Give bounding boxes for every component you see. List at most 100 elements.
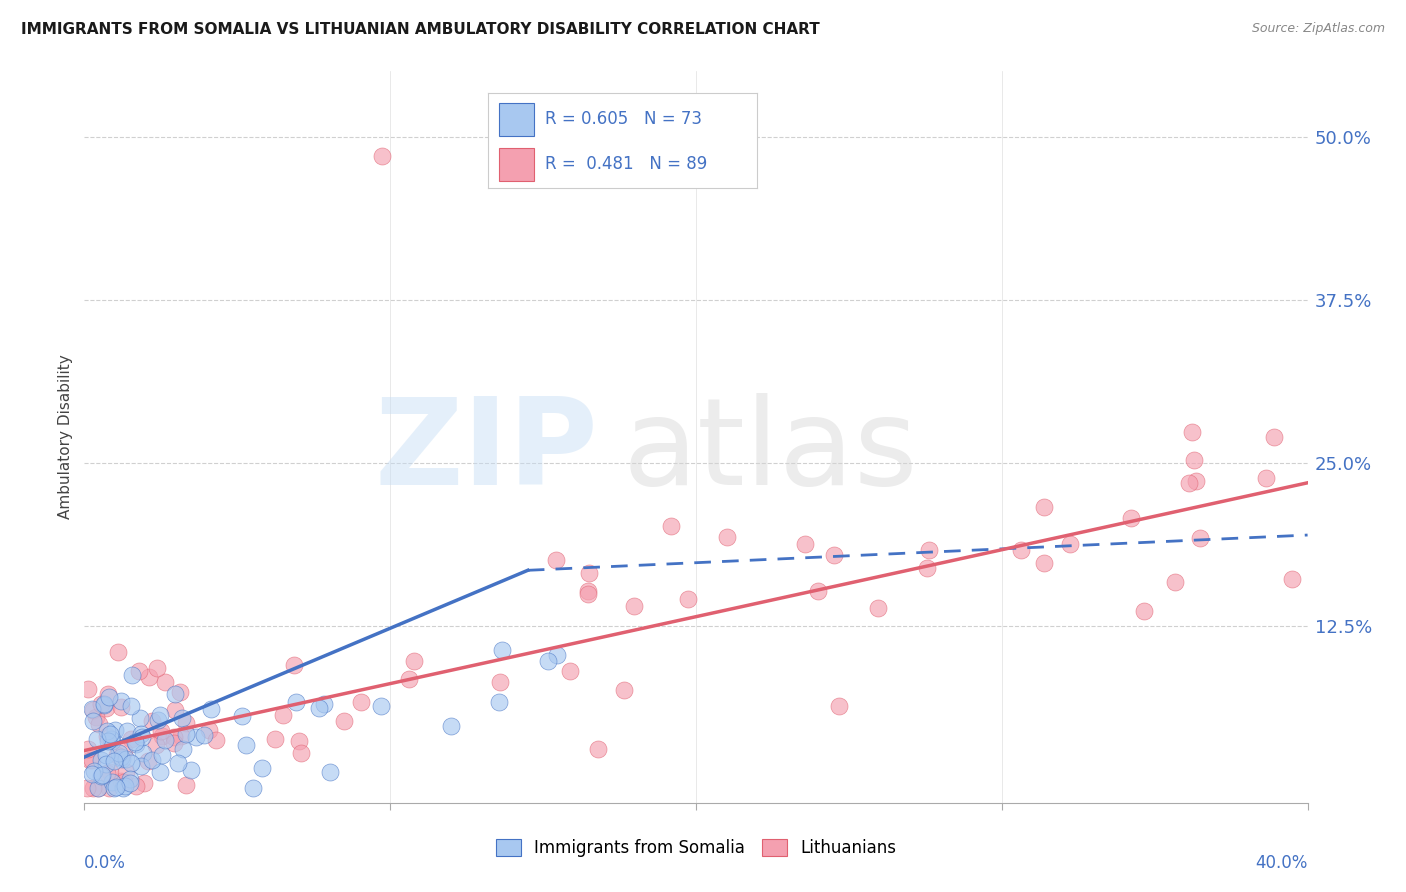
Point [132,746,155,760]
Point [174,716,197,731]
Point [86,731,108,746]
Point [402,654,425,668]
Point [866,600,889,615]
Point [823,548,845,562]
Point [96,747,118,762]
Point [163,687,186,701]
Point [148,713,170,727]
Point [141,714,163,728]
Point [558,664,581,678]
Point [110,700,132,714]
Point [204,733,226,747]
Point [83,764,105,778]
Point [807,583,830,598]
Point [1189,531,1212,545]
Point [141,753,163,767]
Point [163,736,186,750]
Point [115,724,138,739]
Point [576,584,599,599]
Point [129,727,152,741]
Point [264,731,287,746]
Point [1177,476,1199,491]
Point [150,729,173,743]
Point [121,667,143,681]
Point [488,695,510,709]
Point [90,768,112,782]
Point [231,709,253,723]
Point [82,703,104,717]
Point [87,781,110,796]
Point [103,754,125,768]
Point [350,695,373,709]
Point [165,703,187,717]
Point [172,742,194,756]
Point [287,734,309,748]
Point [82,781,104,796]
Point [93,698,115,712]
Point [82,702,104,716]
Point [96,723,118,738]
Point [107,645,129,659]
Point [112,781,135,796]
Point [613,682,636,697]
Point [120,732,142,747]
Point [1182,453,1205,467]
Point [716,530,738,544]
Point [110,694,132,708]
Point [149,764,172,779]
Point [578,566,600,580]
Point [104,723,127,738]
Point [200,701,222,715]
Text: Source: ZipAtlas.com: Source: ZipAtlas.com [1251,22,1385,36]
Point [84,710,107,724]
Point [1281,572,1303,586]
Point [488,674,510,689]
Point [332,714,354,728]
Point [112,775,135,789]
Point [118,772,141,787]
Point [1033,500,1056,514]
Point [252,761,274,775]
Point [112,743,135,757]
Point [110,750,132,764]
Point [163,730,186,744]
Point [170,729,193,743]
Point [285,695,308,709]
Point [128,665,150,679]
Point [915,561,938,575]
Point [576,587,599,601]
Point [440,719,463,733]
Point [115,765,138,780]
Point [80,767,103,781]
Point [146,661,169,675]
Point [111,752,134,766]
Point [101,775,124,789]
Point [114,779,136,793]
Point [1132,604,1154,618]
Point [93,697,115,711]
Point [101,734,124,748]
Point [150,747,173,762]
Point [145,738,167,752]
Point [398,672,420,686]
Point [96,766,118,780]
Point [273,707,295,722]
Point [491,643,513,657]
Point [174,778,197,792]
Point [242,781,264,796]
Point [1032,556,1054,570]
Point [76,741,98,756]
Point [312,698,335,712]
Point [1059,537,1081,551]
Point [98,727,121,741]
Point [105,780,128,794]
Text: 40.0%: 40.0% [1256,854,1308,872]
Point [169,685,191,699]
Point [918,542,941,557]
Point [90,698,112,712]
Text: atlas: atlas [623,393,918,510]
Point [546,552,568,566]
Point [136,754,159,768]
Point [131,759,153,773]
Point [308,700,330,714]
